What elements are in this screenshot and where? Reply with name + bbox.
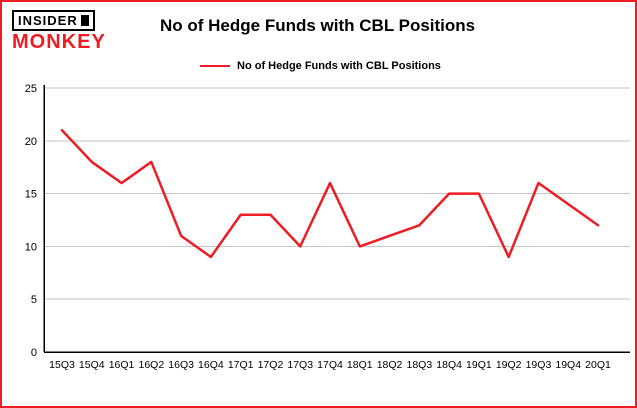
x-tick-label: 15Q4: [79, 359, 105, 371]
x-tick-label: 16Q4: [198, 359, 224, 371]
series-line: [60, 128, 600, 259]
x-tick-label: 18Q1: [347, 359, 373, 371]
insider-monkey-logo: INSIDER MONKEY: [12, 10, 122, 53]
x-tick-label: 17Q2: [258, 359, 284, 371]
legend: No of Hedge Funds with CBL Positions: [200, 60, 441, 72]
logo-insider-text: INSIDER: [18, 13, 78, 28]
x-tick-label: 18Q4: [436, 359, 462, 371]
logo-monkey-text: MONKEY: [12, 31, 106, 53]
x-tick-label: 18Q3: [406, 359, 432, 371]
x-tick-label: 19Q4: [555, 359, 581, 371]
x-tick-label: 16Q2: [138, 359, 164, 371]
logo-square-icon: [80, 15, 89, 26]
x-tick-label: 19Q2: [496, 359, 522, 371]
x-tick-label: 16Q1: [109, 359, 135, 371]
x-tick-label: 17Q4: [317, 359, 343, 371]
x-tick-label: 19Q3: [526, 359, 552, 371]
x-tick-label: 17Q1: [228, 359, 254, 371]
y-tick-label: 25: [25, 83, 37, 95]
x-tick-label: 17Q3: [287, 359, 313, 371]
y-tick-label: 10: [25, 241, 37, 253]
y-tick-label: 0: [31, 347, 37, 359]
legend-label: No of Hedge Funds with CBL Positions: [237, 60, 441, 72]
chart-title: No of Hedge Funds with CBL Positions: [160, 16, 476, 35]
logo-insider-box: INSIDER: [12, 10, 95, 31]
y-tick-label: 5: [31, 294, 37, 306]
x-tick-label: 18Q2: [377, 359, 403, 371]
legend-line-swatch: [200, 65, 230, 67]
x-tick-label: 16Q3: [168, 359, 194, 371]
x-tick-label: 15Q3: [49, 359, 75, 371]
y-tick-label: 15: [25, 189, 37, 201]
x-tick-label: 20Q1: [585, 359, 611, 371]
x-tick-label: 19Q1: [466, 359, 492, 371]
y-tick-label: 20: [25, 136, 37, 148]
